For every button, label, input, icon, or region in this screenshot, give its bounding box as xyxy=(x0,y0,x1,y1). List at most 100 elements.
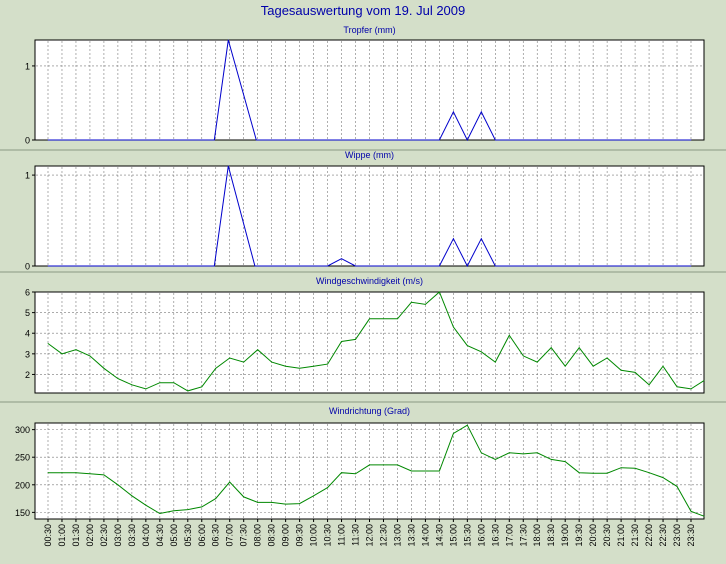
data-point xyxy=(327,265,328,267)
x-tick-label: 14:00 xyxy=(420,524,430,547)
data-point xyxy=(690,388,692,390)
data-point xyxy=(550,347,552,349)
x-tick-label: 03:30 xyxy=(127,524,137,547)
x-tick-label: 08:00 xyxy=(253,524,263,547)
data-point xyxy=(634,371,636,373)
series-line xyxy=(47,291,705,392)
chart-panel: Wippe (mm) 0 1 xyxy=(25,150,705,272)
data-point xyxy=(564,461,566,463)
data-point xyxy=(285,503,287,505)
data-point xyxy=(173,510,175,512)
data-point xyxy=(227,39,229,41)
data-point xyxy=(159,513,161,514)
x-tick-label: 15:30 xyxy=(462,524,472,547)
data-point xyxy=(271,361,273,363)
x-tick-label: 23:00 xyxy=(672,524,682,547)
data-point xyxy=(285,365,287,367)
data-point xyxy=(425,303,426,305)
data-point xyxy=(215,498,217,499)
data-point xyxy=(508,452,510,454)
data-point xyxy=(480,351,482,353)
y-tick-label: 3 xyxy=(25,349,30,359)
data-point xyxy=(522,453,524,455)
data-point xyxy=(215,367,217,369)
y-tick-label: 1 xyxy=(25,171,30,181)
data-point xyxy=(341,472,342,474)
data-point xyxy=(75,349,77,351)
data-point xyxy=(452,111,454,113)
x-tick-label: 11:30 xyxy=(351,524,361,546)
data-point xyxy=(229,481,231,483)
data-point xyxy=(411,470,412,472)
data-point xyxy=(438,470,440,472)
x-tick-label: 17:30 xyxy=(518,524,528,547)
data-point xyxy=(480,238,482,240)
data-point xyxy=(662,477,664,479)
data-point xyxy=(355,473,356,475)
data-point xyxy=(187,509,189,511)
data-point xyxy=(75,472,77,474)
data-point xyxy=(452,433,454,434)
data-point xyxy=(103,474,105,476)
data-point xyxy=(243,496,245,498)
data-point xyxy=(494,459,496,460)
data-point xyxy=(47,472,49,474)
data-point xyxy=(466,424,468,426)
data-point xyxy=(201,506,203,508)
y-tick-label: 4 xyxy=(25,329,30,339)
x-tick-label: 15:00 xyxy=(448,524,458,547)
data-point xyxy=(327,363,328,365)
data-point xyxy=(438,291,440,293)
x-tick-label: 01:30 xyxy=(71,524,81,547)
data-point xyxy=(47,265,49,267)
data-point xyxy=(508,334,510,336)
data-point xyxy=(425,470,426,472)
x-tick-label: 12:30 xyxy=(378,524,388,547)
data-point xyxy=(466,345,468,346)
x-tick-label: 07:30 xyxy=(239,524,249,547)
data-point xyxy=(690,265,692,267)
data-point xyxy=(536,452,538,454)
data-point xyxy=(676,486,678,487)
x-tick-label: 23:30 xyxy=(686,524,696,547)
x-tick-label: 03:00 xyxy=(113,524,123,547)
data-point xyxy=(383,464,384,466)
y-tick-label: 300 xyxy=(15,425,30,435)
y-tick-label: 0 xyxy=(25,262,30,272)
data-point xyxy=(103,367,105,369)
plot-area xyxy=(34,422,705,520)
y-tick-label: 6 xyxy=(25,288,30,298)
data-point xyxy=(438,265,440,267)
data-point xyxy=(254,265,256,267)
data-point xyxy=(648,472,650,474)
data-point xyxy=(257,349,259,351)
x-tick-label: 09:30 xyxy=(295,524,305,547)
data-point xyxy=(313,495,314,497)
x-tick-label: 21:30 xyxy=(630,524,640,547)
x-tick-label: 04:00 xyxy=(141,524,151,547)
data-point xyxy=(592,365,594,367)
data-point xyxy=(260,139,261,141)
x-tick-label: 18:00 xyxy=(532,524,542,547)
data-point xyxy=(578,472,580,474)
chart-title: Windgeschwindigkeit (m/s) xyxy=(316,276,423,286)
x-tick-label: 09:00 xyxy=(281,524,291,547)
x-tick-label: 22:00 xyxy=(644,524,654,547)
data-point xyxy=(229,357,231,359)
data-point xyxy=(131,384,133,386)
chart-panel: Windgeschwindigkeit (m/s) 2 3 4 5 6 xyxy=(25,276,705,394)
data-point xyxy=(227,165,229,167)
x-tick-label: 19:00 xyxy=(560,524,570,547)
data-point xyxy=(494,139,496,141)
y-tick-label: 5 xyxy=(25,308,30,318)
x-tick-label: 08:30 xyxy=(267,524,277,547)
x-tick-label: 06:00 xyxy=(197,524,207,547)
data-point xyxy=(369,464,370,466)
x-tick-label: 13:30 xyxy=(406,524,416,547)
x-tick-label: 21:00 xyxy=(616,524,626,547)
data-point xyxy=(592,472,594,474)
x-tick-label: 12:00 xyxy=(365,524,375,547)
x-tick-label: 22:30 xyxy=(658,524,668,547)
y-tick-label: 2 xyxy=(25,370,30,380)
